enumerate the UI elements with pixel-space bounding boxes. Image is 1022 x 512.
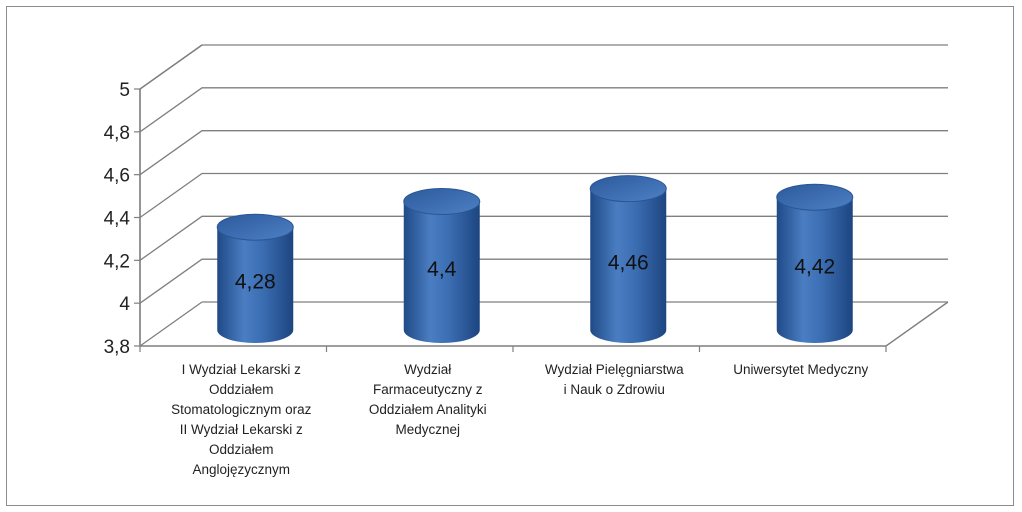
- x-category-label: Oddziałem Analityki: [369, 402, 487, 417]
- data-label: 4,4: [427, 258, 457, 281]
- gridline: [139, 258, 948, 304]
- x-category-label: Oddziałem: [209, 442, 274, 457]
- x-category-label: Anglojęzycznym: [192, 462, 290, 477]
- bar-2: [403, 188, 481, 344]
- x-category-label: i Nauk o Zdrowiu: [564, 382, 665, 397]
- bar-top: [589, 175, 667, 203]
- bar-3: [589, 175, 667, 343]
- y-tick-label: 4,4: [104, 209, 131, 230]
- bar-body: [590, 188, 667, 343]
- y-tick-label: 4,6: [104, 166, 130, 187]
- gridline: [139, 44, 948, 90]
- floor-left-edge: [139, 301, 203, 347]
- gridline: [139, 215, 948, 261]
- bar-top: [216, 213, 294, 241]
- x-category-label: Oddziałem: [209, 382, 274, 397]
- x-category-label: II Wydział Lekarski z: [180, 422, 303, 437]
- data-label: 4,42: [794, 256, 835, 279]
- y-tick-label: 5: [119, 80, 130, 101]
- bar-4: [776, 183, 854, 344]
- bar-1: [216, 213, 294, 344]
- x-category-label: Farmaceutyczny z: [373, 382, 483, 397]
- data-label: 4,46: [608, 251, 649, 274]
- x-category-label: Medycznej: [395, 422, 460, 437]
- bar-top: [776, 183, 854, 211]
- bar-body: [403, 201, 480, 344]
- x-category-label: I Wydział Lekarski z: [182, 362, 301, 377]
- bar-body: [776, 197, 853, 344]
- data-label: 4,28: [235, 271, 276, 294]
- bar-top: [403, 188, 481, 215]
- x-category-label: Uniwersytet Medyczny: [733, 362, 868, 377]
- y-tick-label: 4,8: [104, 123, 130, 144]
- y-tick-label: 4,2: [104, 251, 130, 272]
- gridline: [139, 87, 948, 133]
- x-category-label: Wydział Pielęgniarstwa: [545, 362, 684, 377]
- gridline: [139, 130, 948, 176]
- x-category-label: Stomatologicznym oraz: [171, 402, 312, 417]
- y-tick-label: 4: [119, 294, 130, 315]
- x-category-label: Wydział: [404, 362, 451, 377]
- gridline: [139, 172, 948, 219]
- bar-body: [217, 227, 294, 344]
- y-tick-label: 3,8: [104, 337, 130, 358]
